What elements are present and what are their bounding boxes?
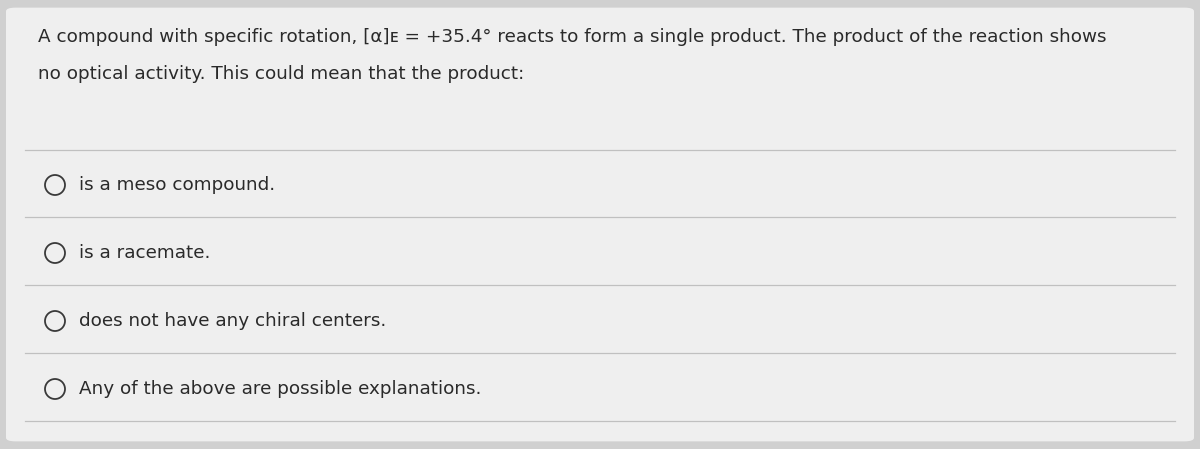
Text: is a racemate.: is a racemate.	[79, 244, 210, 262]
Text: no optical activity. This could mean that the product:: no optical activity. This could mean tha…	[38, 65, 524, 83]
Text: A compound with specific rotation, [α]ᴇ = +35.4° reacts to form a single product: A compound with specific rotation, [α]ᴇ …	[38, 28, 1106, 46]
Text: is a meso compound.: is a meso compound.	[79, 176, 275, 194]
Text: Any of the above are possible explanations.: Any of the above are possible explanatio…	[79, 380, 481, 398]
Text: does not have any chiral centers.: does not have any chiral centers.	[79, 312, 386, 330]
